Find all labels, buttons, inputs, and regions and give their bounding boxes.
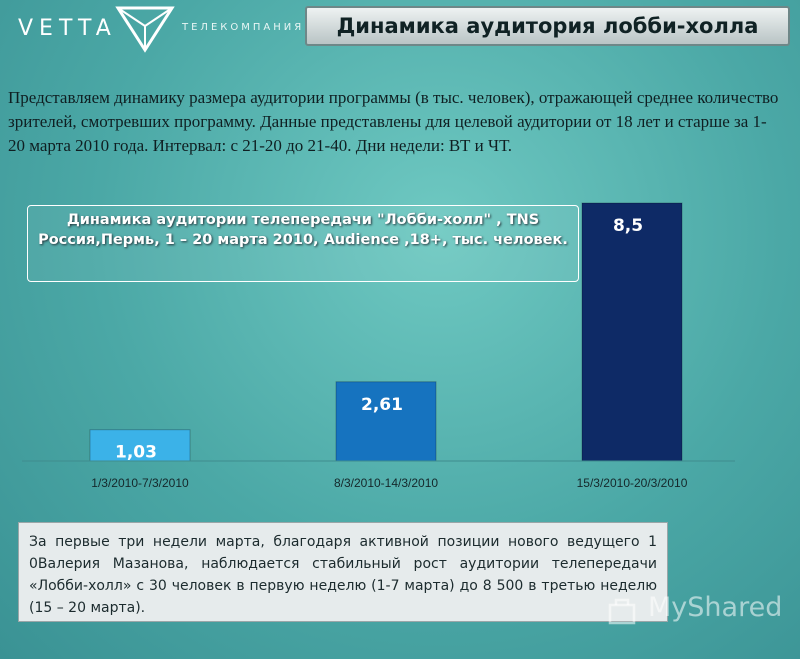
chart-title: Динамика аудитории телепередачи "Лобби-х… <box>27 205 579 282</box>
intro-text: Представляем динамику размера аудитории … <box>8 88 779 155</box>
brand-logo: VETTA <box>18 16 117 41</box>
watermark-icon <box>608 598 636 625</box>
value-label-2: 2,61 <box>361 395 403 415</box>
category-label-1: 1/3/2010-7/3/2010 <box>91 476 189 490</box>
value-label-1: 1,03 <box>115 443 157 463</box>
bar-3 <box>581 202 683 462</box>
category-label-3: 15/3/2010-20/3/2010 <box>577 476 688 490</box>
bar-2 <box>335 381 437 462</box>
watermark-text: MyShared <box>648 592 783 623</box>
slide-title: Динамика аудитория лобби-холла <box>305 6 790 46</box>
value-label-3: 8,5 <box>613 216 643 236</box>
category-label-2: 8/3/2010-14/3/2010 <box>334 476 438 490</box>
brand-subtitle: ТЕЛЕКОМПАНИЯ <box>182 22 305 33</box>
brand-mark-icon <box>115 6 175 53</box>
summary-box: За первые три недели марта, благодаря ак… <box>18 522 668 622</box>
